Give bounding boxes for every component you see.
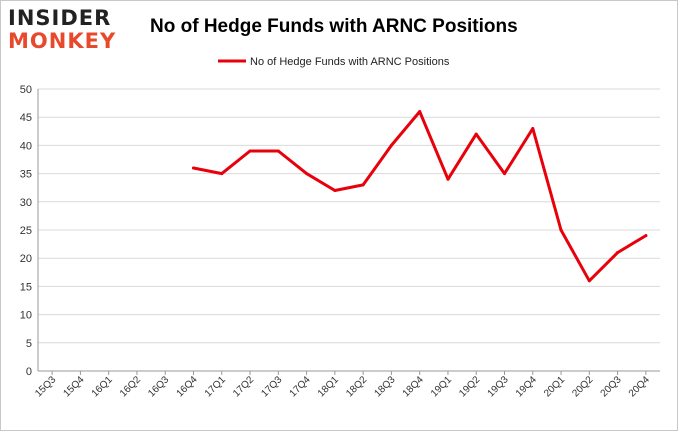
y-tick-label: 10 <box>20 310 32 322</box>
x-tick-label: 20Q4 <box>627 374 652 399</box>
data-point <box>531 126 535 130</box>
axes <box>37 89 660 372</box>
y-tick-label: 5 <box>26 338 32 350</box>
x-tick-label: 20Q2 <box>570 374 595 399</box>
data-point <box>248 149 252 153</box>
y-tick-label: 0 <box>26 366 32 378</box>
x-tick-label: 19Q4 <box>514 374 539 399</box>
x-tick-label: 18Q3 <box>372 374 397 399</box>
x-tick-label: 20Q1 <box>542 374 567 399</box>
x-tick-label: 17Q4 <box>288 374 313 399</box>
x-tick-label: 16Q3 <box>146 374 171 399</box>
x-tick-label: 18Q4 <box>401 374 426 399</box>
data-point <box>503 172 506 176</box>
data-point <box>220 172 224 176</box>
y-tick-label: 30 <box>20 197 32 209</box>
x-tick-label: 15Q3 <box>33 374 58 399</box>
insider-monkey-logo: INSIDER MONKEY <box>8 8 126 52</box>
x-axis-ticks: 15Q3 15Q4 16Q1 16Q2 16Q3 16Q4 17Q1 17Q2 17Q3 17Q4… <box>33 371 652 399</box>
data-point <box>389 143 393 147</box>
x-tick-label: 17Q3 <box>259 374 284 399</box>
x-tick-label: 17Q2 <box>231 374 256 399</box>
x-tick-label: 19Q3 <box>486 374 511 399</box>
x-tick-label: 18Q2 <box>344 374 369 399</box>
data-point <box>644 234 648 238</box>
data-point <box>333 189 337 193</box>
x-tick-label: 20Q3 <box>599 374 624 399</box>
data-point <box>305 172 309 176</box>
y-tick-label: 50 <box>20 84 32 96</box>
data-point <box>446 177 450 181</box>
y-tick-label: 25 <box>20 225 32 237</box>
data-point <box>276 149 280 153</box>
data-point <box>474 132 478 136</box>
y-axis-ticks: 0 5 10 15 20 25 30 35 40 45 50 <box>20 84 32 378</box>
data-point <box>361 183 365 187</box>
y-tick-label: 40 <box>20 140 32 152</box>
data-point <box>192 166 195 170</box>
y-tick-label: 15 <box>20 281 32 293</box>
x-tick-label: 16Q2 <box>118 374 143 399</box>
logo-line-1: INSIDER <box>8 6 112 30</box>
grid-lines <box>38 88 660 372</box>
x-tick-label: 18Q1 <box>316 374 341 399</box>
x-tick-label: 17Q1 <box>203 374 228 399</box>
chart-title: No of Hedge Funds with ARNC Positions <box>150 16 518 37</box>
y-tick-label: 35 <box>20 169 32 181</box>
x-tick-label: 15Q4 <box>61 374 86 399</box>
legend: No of Hedge Funds with ARNC Positions <box>218 56 450 68</box>
y-tick-label: 45 <box>20 112 32 124</box>
x-tick-label: 16Q1 <box>90 374 115 399</box>
y-tick-label: 20 <box>20 253 32 265</box>
x-tick-label: 19Q1 <box>429 374 454 399</box>
series-line <box>192 110 648 283</box>
data-point <box>418 110 422 114</box>
data-point <box>559 228 563 232</box>
series-lines <box>192 110 648 283</box>
x-tick-label: 16Q4 <box>175 374 200 399</box>
data-point <box>587 279 591 283</box>
x-tick-label: 19Q2 <box>457 374 482 399</box>
legend-label: No of Hedge Funds with ARNC Positions <box>250 56 450 68</box>
logo-line-2: MONKEY <box>8 29 117 53</box>
data-point <box>616 251 620 255</box>
